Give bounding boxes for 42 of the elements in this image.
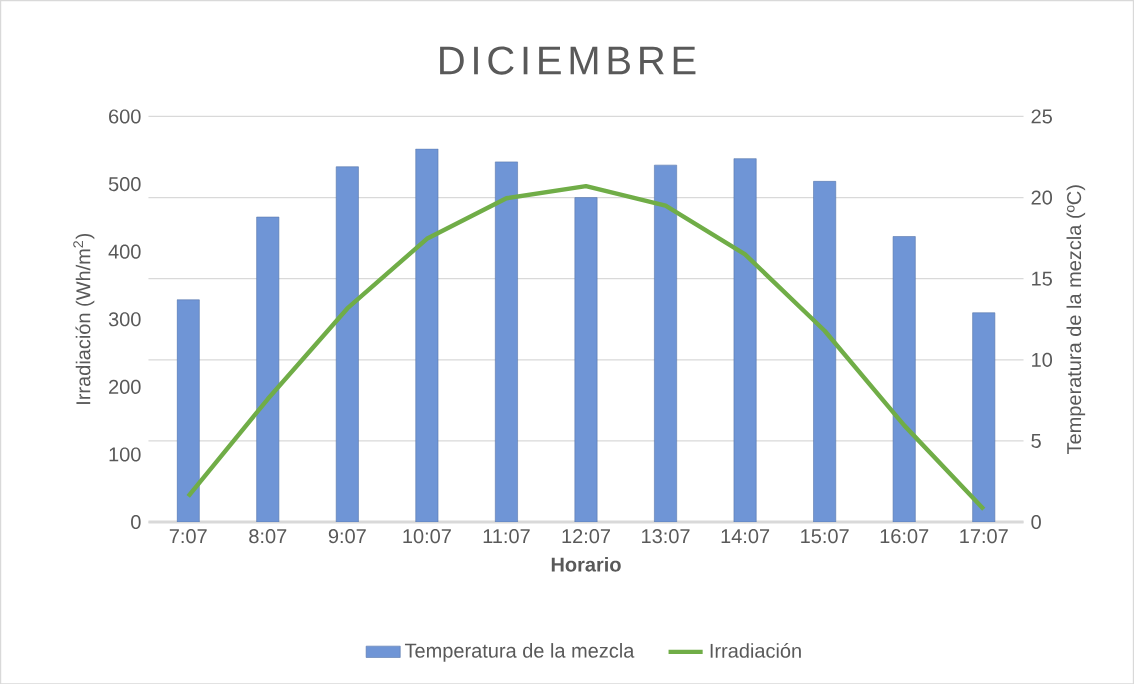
bar: [654, 164, 677, 522]
chart-title: DICIEMBRE: [440, 46, 696, 75]
y2-tick-label: 15: [1032, 271, 1052, 286]
x-tick-label: 10:07: [403, 528, 451, 543]
y2-tick-label: 0: [1031, 514, 1041, 529]
x-axis-title: Horario: [551, 556, 621, 572]
y2-tick-label: 25: [1031, 109, 1052, 124]
x-tick-label: 7:07: [169, 528, 207, 543]
x-tick-label: 14:07: [721, 528, 770, 543]
y-tick-label: 400: [108, 244, 141, 259]
bar: [813, 180, 837, 522]
x-tick-label: 12:07: [562, 528, 610, 543]
x-tick-label: 17:07: [960, 528, 1008, 543]
bar: [256, 216, 280, 522]
bar: [335, 166, 359, 522]
y-tick-label: 0: [131, 514, 141, 529]
line-series: [186, 183, 986, 512]
bar: [892, 235, 916, 522]
legend-label: Temperatura de la mezcla: [404, 642, 635, 662]
y2-tick-label: 5: [1031, 433, 1041, 448]
y-tick-label: 200: [109, 379, 141, 394]
legend-label: Irradiación: [710, 642, 801, 658]
y-tick-label: 500: [108, 176, 141, 191]
y2-tick-label: 20: [1031, 190, 1053, 205]
y-axis-title: Irradiación (Wh/m$^{2}$): [73, 233, 95, 404]
y-tick-label: 100: [109, 447, 141, 462]
bar: [574, 197, 598, 522]
x-tick-label: 11:07: [483, 528, 530, 543]
y2-axis-title: Temperatura de la mezcla (ºC): [1066, 185, 1086, 454]
x-tick-label: 16:07: [880, 528, 929, 543]
x-tick-label: 13:07: [642, 528, 690, 543]
x-tick-label: 8:07: [249, 528, 287, 543]
bar: [972, 312, 996, 522]
bar: [733, 158, 757, 522]
x-tick-label: 9:07: [328, 528, 366, 543]
bar: [415, 148, 439, 522]
bar: [495, 161, 518, 522]
x-tick-label: 15:07: [801, 528, 849, 543]
bar: [176, 299, 200, 522]
y-tick-label: 600: [109, 109, 141, 124]
y-tick-label: 300: [108, 311, 141, 327]
y2-tick-label: 10: [1032, 352, 1053, 367]
